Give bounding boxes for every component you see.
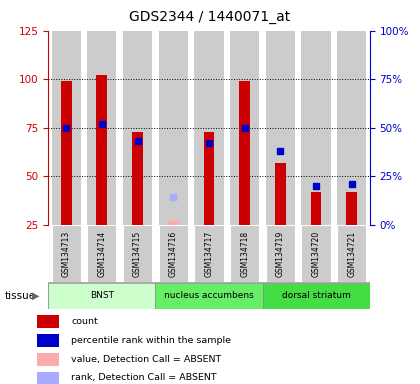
Bar xyxy=(159,225,188,282)
Text: ▶: ▶ xyxy=(32,291,40,301)
Bar xyxy=(230,225,259,282)
Bar xyxy=(123,31,152,225)
Bar xyxy=(37,334,59,347)
Text: percentile rank within the sample: percentile rank within the sample xyxy=(71,336,231,345)
Bar xyxy=(168,221,178,225)
Text: GSM134720: GSM134720 xyxy=(312,230,320,276)
Bar xyxy=(239,81,250,225)
Text: BNST: BNST xyxy=(90,291,114,300)
Bar xyxy=(37,315,59,328)
Text: GSM134719: GSM134719 xyxy=(276,230,285,276)
Bar xyxy=(155,283,262,309)
Bar xyxy=(132,132,143,225)
Bar xyxy=(262,283,370,309)
Bar xyxy=(52,225,81,282)
Bar xyxy=(87,225,116,282)
Bar xyxy=(61,81,71,225)
Text: tissue: tissue xyxy=(4,291,35,301)
Text: nucleus accumbens: nucleus accumbens xyxy=(164,291,254,300)
Text: rank, Detection Call = ABSENT: rank, Detection Call = ABSENT xyxy=(71,374,217,382)
Text: GSM134716: GSM134716 xyxy=(169,230,178,276)
Text: value, Detection Call = ABSENT: value, Detection Call = ABSENT xyxy=(71,355,221,364)
Bar xyxy=(346,192,357,225)
Text: GSM134721: GSM134721 xyxy=(347,230,356,276)
Bar xyxy=(87,31,116,225)
Text: GSM134718: GSM134718 xyxy=(240,230,249,276)
Bar xyxy=(123,225,152,282)
Text: GSM134714: GSM134714 xyxy=(97,230,106,276)
Text: GSM134713: GSM134713 xyxy=(62,230,71,276)
Bar xyxy=(194,31,223,225)
Bar xyxy=(302,225,331,282)
Bar xyxy=(37,372,59,384)
Bar xyxy=(159,31,188,225)
Bar xyxy=(275,162,286,225)
Bar xyxy=(266,225,295,282)
Text: dorsal striatum: dorsal striatum xyxy=(282,291,350,300)
Text: count: count xyxy=(71,317,98,326)
Text: GDS2344 / 1440071_at: GDS2344 / 1440071_at xyxy=(129,10,291,23)
Bar xyxy=(337,225,366,282)
Bar xyxy=(230,31,259,225)
Bar xyxy=(52,31,81,225)
Bar xyxy=(302,31,331,225)
Bar xyxy=(97,75,107,225)
Bar xyxy=(266,31,295,225)
Bar xyxy=(204,132,214,225)
Bar xyxy=(194,225,223,282)
Text: GSM134717: GSM134717 xyxy=(205,230,213,276)
Bar xyxy=(337,31,366,225)
Text: GSM134715: GSM134715 xyxy=(133,230,142,276)
Bar xyxy=(37,353,59,366)
Bar xyxy=(311,192,321,225)
Bar xyxy=(48,283,155,309)
